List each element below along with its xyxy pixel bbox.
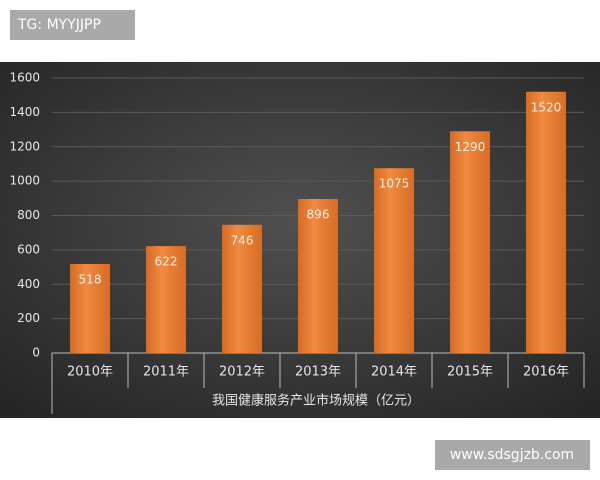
bar-shade (222, 224, 262, 353)
x-tick-label: 2010年 (67, 365, 113, 380)
y-tick-label: 1000 (9, 174, 40, 188)
y-tick-label: 200 (17, 311, 40, 325)
x-tick-label: 2014年 (371, 365, 417, 380)
bar-shade (374, 168, 414, 353)
bar-shade (146, 246, 186, 353)
x-tick-label: 2015年 (447, 365, 493, 380)
watermark-box (10, 10, 135, 40)
y-tick-label: 600 (17, 242, 40, 256)
y-tick-label: 0 (32, 346, 40, 360)
x-tick-label: 2011年 (143, 365, 189, 380)
x-tick-label: 2016年 (523, 365, 569, 380)
watermark-text: TG: MYYJJPP (17, 17, 101, 33)
x-tick-label: 2012年 (219, 365, 265, 380)
watermark-text: www.sdsgjzb.com (450, 447, 574, 463)
bar-shade (526, 91, 566, 353)
bar-shade (70, 263, 110, 353)
y-tick-label: 1200 (9, 139, 40, 153)
x-tick-label: 2013年 (295, 365, 341, 380)
x-axis-title: 我国健康服务产业市场规模（亿元） (212, 393, 420, 409)
bar-shade (450, 131, 490, 353)
y-tick-label: 1600 (9, 71, 40, 85)
y-tick-label: 1400 (9, 105, 40, 119)
chart: 0 200 400 600 800 1000 1200 1400 1600 2010年 518 201… (9, 71, 585, 414)
bar-shade (298, 199, 338, 353)
data-label: 896 (307, 208, 330, 222)
data-label: 518 (79, 272, 102, 286)
data-label: 746 (231, 233, 254, 247)
y-tick-label: 400 (17, 277, 40, 291)
data-label: 1520 (531, 100, 562, 114)
data-label: 1290 (455, 140, 486, 154)
data-label: 1075 (379, 177, 410, 191)
data-label: 622 (155, 255, 178, 269)
watermark-box (435, 440, 590, 470)
y-tick-label: 800 (17, 208, 40, 222)
